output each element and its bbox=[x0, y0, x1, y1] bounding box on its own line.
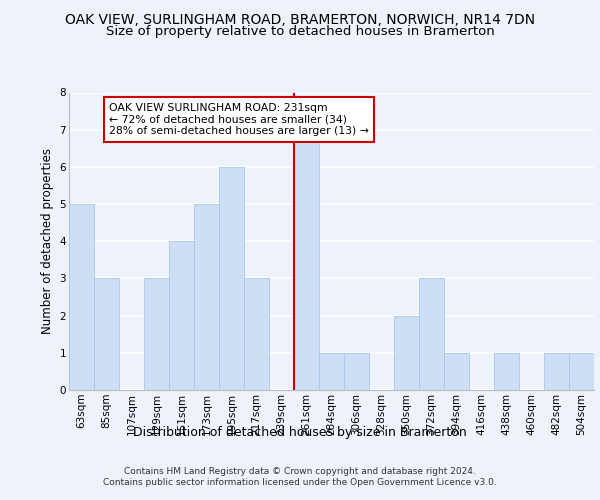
Bar bbox=[394, 316, 419, 390]
Bar bbox=[244, 278, 269, 390]
Bar bbox=[194, 204, 219, 390]
Text: Distribution of detached houses by size in Bramerton: Distribution of detached houses by size … bbox=[133, 426, 467, 439]
Bar bbox=[219, 167, 244, 390]
Bar bbox=[419, 278, 444, 390]
Bar bbox=[344, 353, 369, 390]
Text: OAK VIEW, SURLINGHAM ROAD, BRAMERTON, NORWICH, NR14 7DN: OAK VIEW, SURLINGHAM ROAD, BRAMERTON, NO… bbox=[65, 12, 535, 26]
Bar bbox=[94, 278, 119, 390]
Text: Contains HM Land Registry data © Crown copyright and database right 2024.
Contai: Contains HM Land Registry data © Crown c… bbox=[103, 468, 497, 487]
Bar bbox=[144, 278, 169, 390]
Bar bbox=[69, 204, 94, 390]
Bar bbox=[494, 353, 519, 390]
Text: OAK VIEW SURLINGHAM ROAD: 231sqm
← 72% of detached houses are smaller (34)
28% o: OAK VIEW SURLINGHAM ROAD: 231sqm ← 72% o… bbox=[109, 103, 369, 136]
Bar bbox=[569, 353, 594, 390]
Text: Size of property relative to detached houses in Bramerton: Size of property relative to detached ho… bbox=[106, 25, 494, 38]
Bar bbox=[319, 353, 344, 390]
Bar bbox=[294, 130, 319, 390]
Bar bbox=[169, 242, 194, 390]
Bar bbox=[444, 353, 469, 390]
Y-axis label: Number of detached properties: Number of detached properties bbox=[41, 148, 54, 334]
Bar bbox=[544, 353, 569, 390]
